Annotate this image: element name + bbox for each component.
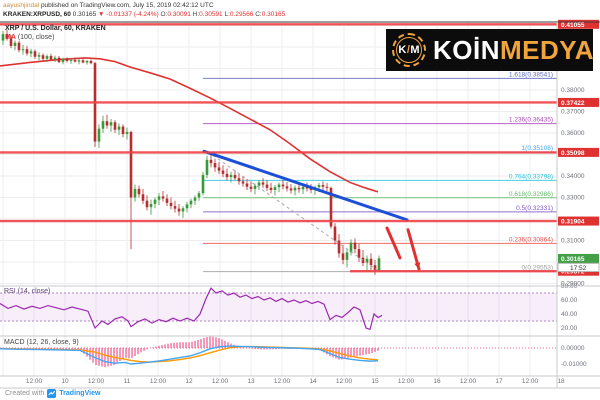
created-with-text: Created with [5,390,45,397]
svg-text:0.38000: 0.38000 [561,87,585,94]
rsi-study-label: RSI (14, close) [4,288,51,295]
tradingview-logo-icon [47,389,57,398]
svg-text:10: 10 [61,378,69,385]
svg-text:12:00: 12:00 [522,378,539,385]
svg-text:1.236(0.36435): 1.236(0.36435) [509,117,553,124]
time-axis: 12:00 10 12:00 11 12:00 12 12:00 13 12:00 14 12:00… [26,378,565,385]
svg-text:12:00: 12:00 [212,378,229,385]
byline: aayushjindal published on TradingView.co… [3,1,285,10]
price-change: -0.01337 (-4.24%) [106,11,159,18]
rsi-pane [0,287,557,331]
svg-text:0.37000: 0.37000 [561,109,585,116]
svg-text:12: 12 [185,378,193,385]
svg-text:40.00: 40.00 [561,311,578,318]
svg-text:0.30165: 0.30165 [561,256,585,263]
svg-text:0.618(0.32986): 0.618(0.32986) [509,191,553,198]
close-label: C: [255,11,262,18]
svg-text:0.41055: 0.41055 [561,22,585,29]
author-link[interactable]: aayushjindal [3,2,40,9]
header: aayushjindal published on TradingView.co… [3,1,285,19]
svg-text:60.00: 60.00 [561,297,578,304]
svg-text:0.29000: 0.29000 [561,281,585,288]
svg-text:12:00: 12:00 [26,378,43,385]
svg-text:12:00: 12:00 [460,378,477,385]
svg-text:0.33000: 0.33000 [561,195,585,202]
svg-text:0.36000: 0.36000 [561,130,585,137]
svg-text:12:00: 12:00 [150,378,167,385]
ma-icon: MA [5,34,16,41]
open-value: 0.30091 [167,11,191,18]
svg-text:0.764(0.33798): 0.764(0.33798) [509,173,553,180]
ma-params: (100, close) [15,34,55,41]
svg-text:0.00000: 0.00000 [561,345,585,352]
quote-line: KRAKEN:XRPUSD, 60 0.30165 ▼ -0.01337 (-4… [3,10,285,19]
price-axis: 0.400000.390000.380000.370000.360000.340… [557,15,600,400]
svg-text:0.236(0.30864): 0.236(0.30864) [509,236,553,243]
koinmedya-coin-icon: K / M [392,33,426,67]
tradingview-attribution: Created with TradingView [5,389,100,398]
svg-text:0.34000: 0.34000 [561,173,585,180]
svg-text:12:00: 12:00 [398,378,415,385]
svg-text:18: 18 [557,378,565,385]
arrow-annotations [385,226,421,271]
grid [0,22,557,376]
svg-text:12:00: 12:00 [88,378,105,385]
support-resistance-lines [0,23,557,273]
koinmedya-watermark: K / M KOİNMEDYA [386,29,595,71]
low-value: 0.29566 [229,11,254,18]
ma-100-line [0,57,379,193]
svg-text:17: 17 [495,378,503,385]
svg-text:0.37422: 0.37422 [561,100,585,107]
svg-text:13: 13 [247,378,255,385]
svg-text:12:00: 12:00 [274,378,291,385]
svg-text:0(0.29553): 0(0.29553) [522,265,553,272]
macd-pane [0,336,557,368]
direction-icon: ▼ [98,11,105,18]
svg-text:16: 16 [433,378,441,385]
svg-text:14: 14 [309,378,317,385]
svg-text:0.5(0.32331): 0.5(0.32331) [516,205,553,212]
last-price: 0.30165 [72,11,97,18]
fib-retracement: 1.618(0.38541) 1.236(0.36435) 1(0.35108) 0.… [203,71,557,273]
svg-text:12:00: 12:00 [336,378,353,385]
chart-title: XRP / U.S. Dollar, 60, KRAKEN [5,25,106,32]
svg-text:1(0.35108): 1(0.35108) [522,145,553,152]
frame [0,21,600,389]
svg-text:17:52: 17:52 [570,265,587,272]
ma-study-label: MA (100, close) [5,34,54,41]
close-value: 0.30165 [261,11,286,18]
open-label: O: [160,11,168,18]
svg-text:20.00: 20.00 [561,325,578,332]
low-label: L: [224,11,230,18]
svg-text:-0.01000: -0.01000 [561,361,587,368]
macd-study-label: MACD (12, 26, close, 9) [4,339,79,346]
koinmedya-wordmark: KOİNMEDYA [433,35,595,65]
high-value: 0.30591 [199,11,223,18]
trendline-dashed [207,151,379,272]
svg-text:0.35098: 0.35098 [561,150,585,157]
svg-text:11: 11 [124,378,131,385]
tradingview-brand-link[interactable]: TradingView [59,390,101,397]
trendline-blue [202,149,409,222]
svg-text:0.29572: 0.29572 [561,269,585,276]
svg-text:0.31000: 0.31000 [561,238,585,245]
symbol-name: KRAKEN:XRPUSD, 60 [3,11,71,18]
byline-text: published on TradingView.com, July 15, 2… [39,2,214,9]
high-label: H: [192,11,200,18]
svg-text:0.31904: 0.31904 [561,219,585,226]
svg-text:15: 15 [371,378,379,385]
svg-text:1.618(0.38541): 1.618(0.38541) [509,71,553,78]
